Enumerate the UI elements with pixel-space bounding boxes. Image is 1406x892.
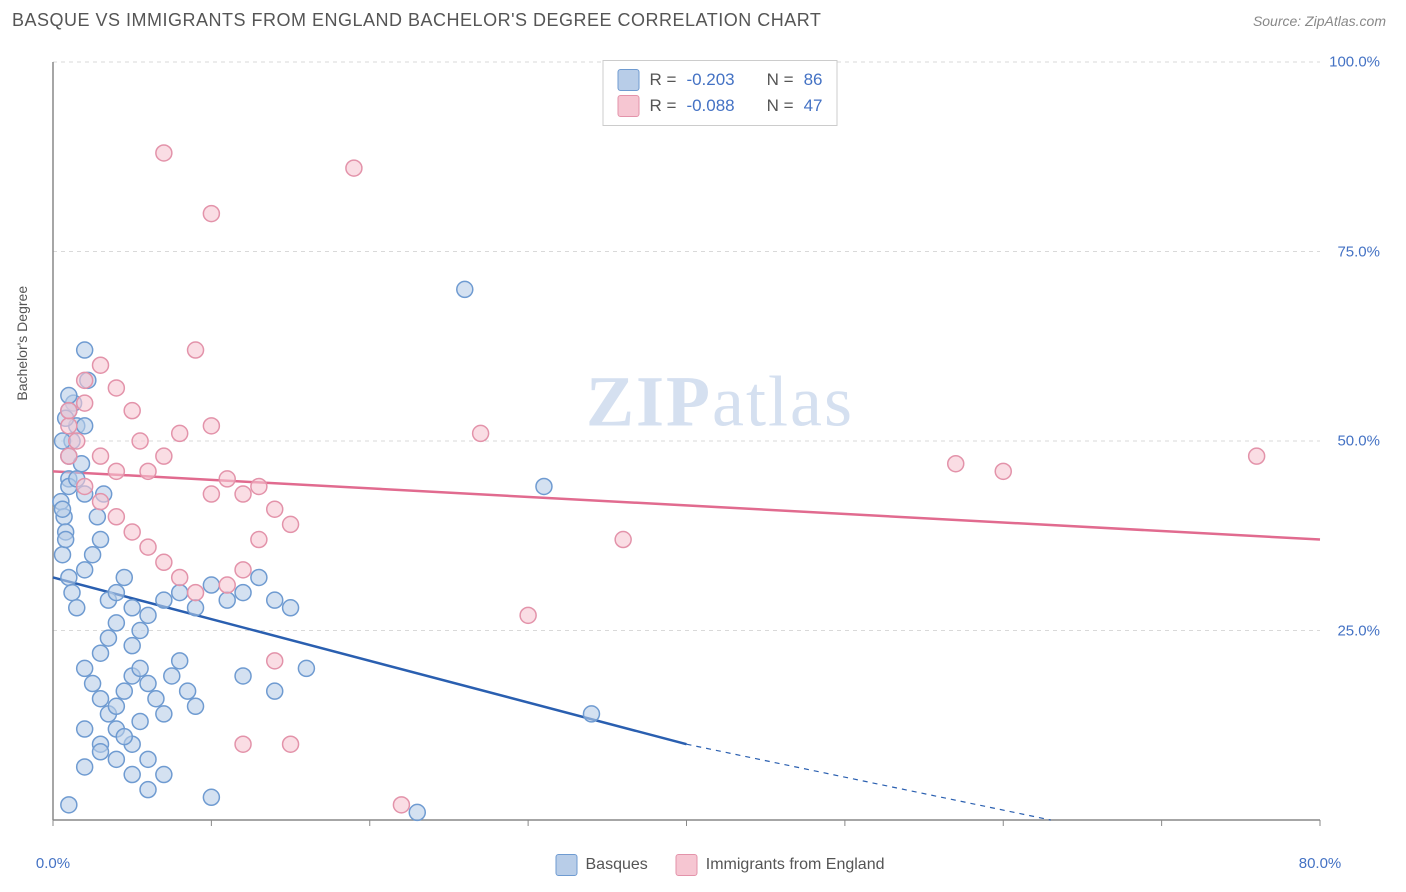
chart-title: BASQUE VS IMMIGRANTS FROM ENGLAND BACHEL… <box>12 10 821 31</box>
stats-r-value-0: -0.203 <box>686 70 734 90</box>
scatter-plot <box>50 50 1390 850</box>
y-tick-label: 25.0% <box>1337 622 1380 639</box>
legend-swatch-1 <box>676 854 698 876</box>
y-axis-title: Bachelor's Degree <box>14 286 30 401</box>
legend-label-0: Basques <box>586 856 648 874</box>
stats-n-label: N = <box>767 96 794 116</box>
x-tick-label: 80.0% <box>1299 855 1342 872</box>
y-tick-label: 50.0% <box>1337 433 1380 450</box>
stats-n-value-0: 86 <box>804 70 823 90</box>
y-tick-label: 100.0% <box>1329 54 1380 71</box>
bottom-legend: Basques Immigrants from England <box>556 854 885 876</box>
stats-n-value-1: 47 <box>804 96 823 116</box>
stats-row-series-1: R = -0.088 N = 47 <box>618 93 823 119</box>
swatch-series-0 <box>618 69 640 91</box>
stats-n-label: N = <box>767 70 794 90</box>
stats-r-label: R = <box>650 70 677 90</box>
chart-container: Bachelor's Degree ZIPatlas R = -0.203 N … <box>50 50 1390 850</box>
legend-label-1: Immigrants from England <box>706 856 885 874</box>
stats-r-label: R = <box>650 96 677 116</box>
legend-item-0: Basques <box>556 854 648 876</box>
x-tick-label: 0.0% <box>36 855 70 872</box>
stats-legend: R = -0.203 N = 86 R = -0.088 N = 47 <box>603 60 838 126</box>
swatch-series-1 <box>618 95 640 117</box>
legend-swatch-0 <box>556 854 578 876</box>
y-tick-label: 75.0% <box>1337 243 1380 260</box>
chart-header: BASQUE VS IMMIGRANTS FROM ENGLAND BACHEL… <box>0 0 1406 41</box>
legend-item-1: Immigrants from England <box>676 854 885 876</box>
chart-source: Source: ZipAtlas.com <box>1253 13 1386 29</box>
stats-row-series-0: R = -0.203 N = 86 <box>618 67 823 93</box>
stats-r-value-1: -0.088 <box>686 96 734 116</box>
